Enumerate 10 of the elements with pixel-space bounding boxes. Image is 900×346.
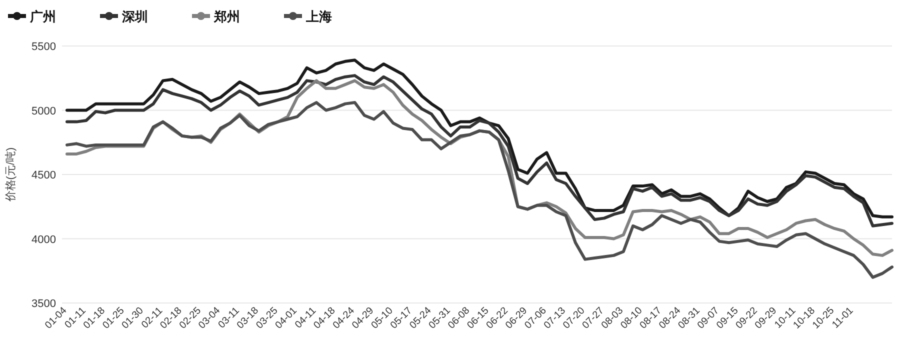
y-tick-label: 4000: [32, 234, 56, 246]
y-axis-title: 价格(元/吨): [4, 147, 17, 203]
y-tick-label: 3500: [32, 298, 56, 310]
y-tick-label: 4500: [32, 170, 56, 182]
legend-label: 深圳: [121, 9, 148, 24]
y-tick-label: 5500: [32, 41, 56, 53]
legend-label: 广州: [29, 9, 56, 24]
legend-label: 郑州: [213, 9, 240, 24]
legend-label: 上海: [305, 9, 332, 24]
y-tick-label: 5000: [32, 105, 56, 118]
